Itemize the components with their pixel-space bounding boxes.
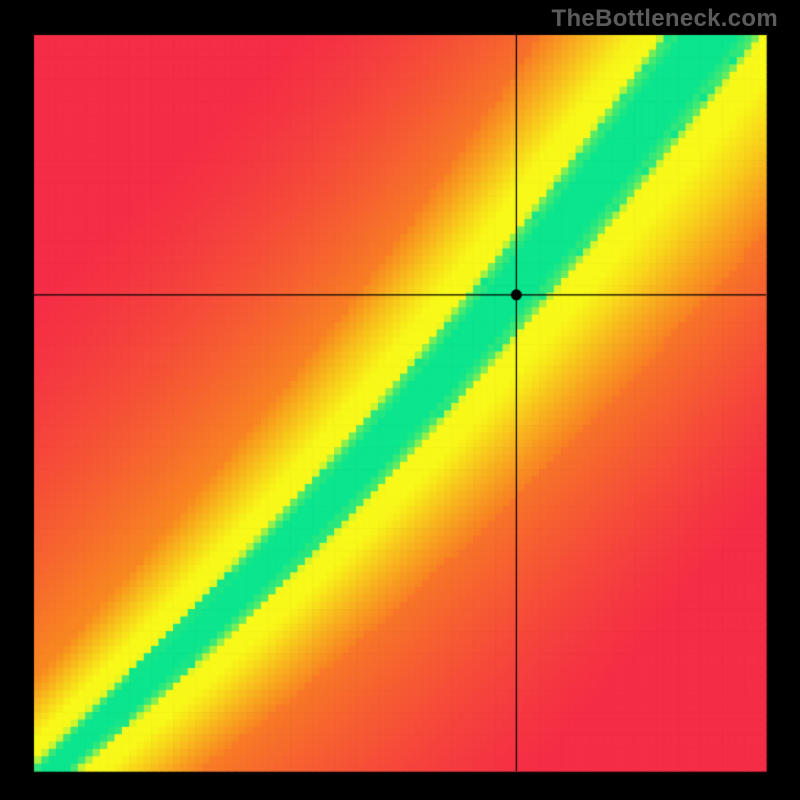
- bottleneck-heatmap: [0, 0, 800, 800]
- watermark-text: TheBottleneck.com: [552, 5, 778, 33]
- chart-container: { "watermark": { "text": "TheBottleneck.…: [0, 0, 800, 800]
